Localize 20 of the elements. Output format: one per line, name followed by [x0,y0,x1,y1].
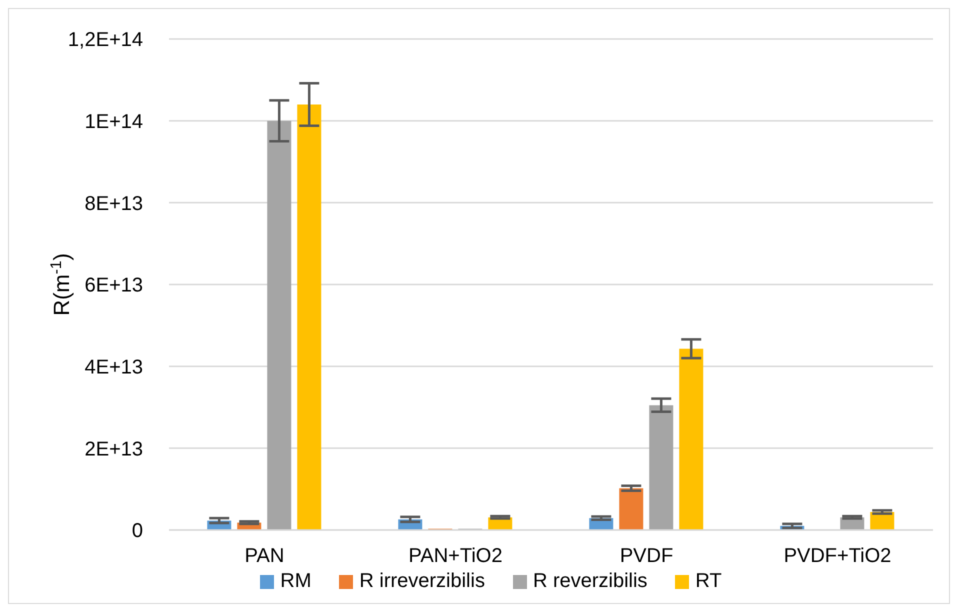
bar [267,120,292,530]
x-tick-label: PAN+TiO2 [408,545,502,568]
y-tick-label: 8E+13 [84,192,143,215]
legend-label: RT [695,570,722,593]
bar [679,348,704,530]
legend-label: R irreverzibilis [359,570,485,593]
legend-label: RM [280,570,312,593]
x-tick-label: PVDF [620,545,674,568]
legend-label: R reverzibilis [532,570,648,593]
y-tick-label: 4E+13 [84,356,143,378]
bar [297,104,322,530]
y-tick-label: 0 [132,520,143,542]
y-tick-label: 6E+13 [84,274,143,297]
y-tick-label: 1,2E+14 [68,29,143,52]
y-tick-label: 1E+14 [84,110,143,133]
x-tick-label: PAN [244,545,284,568]
bar [649,405,674,530]
x-tick-label: PVDF+TiO2 [784,545,892,568]
bar [619,488,644,530]
y-tick-label: 2E+13 [84,438,143,460]
